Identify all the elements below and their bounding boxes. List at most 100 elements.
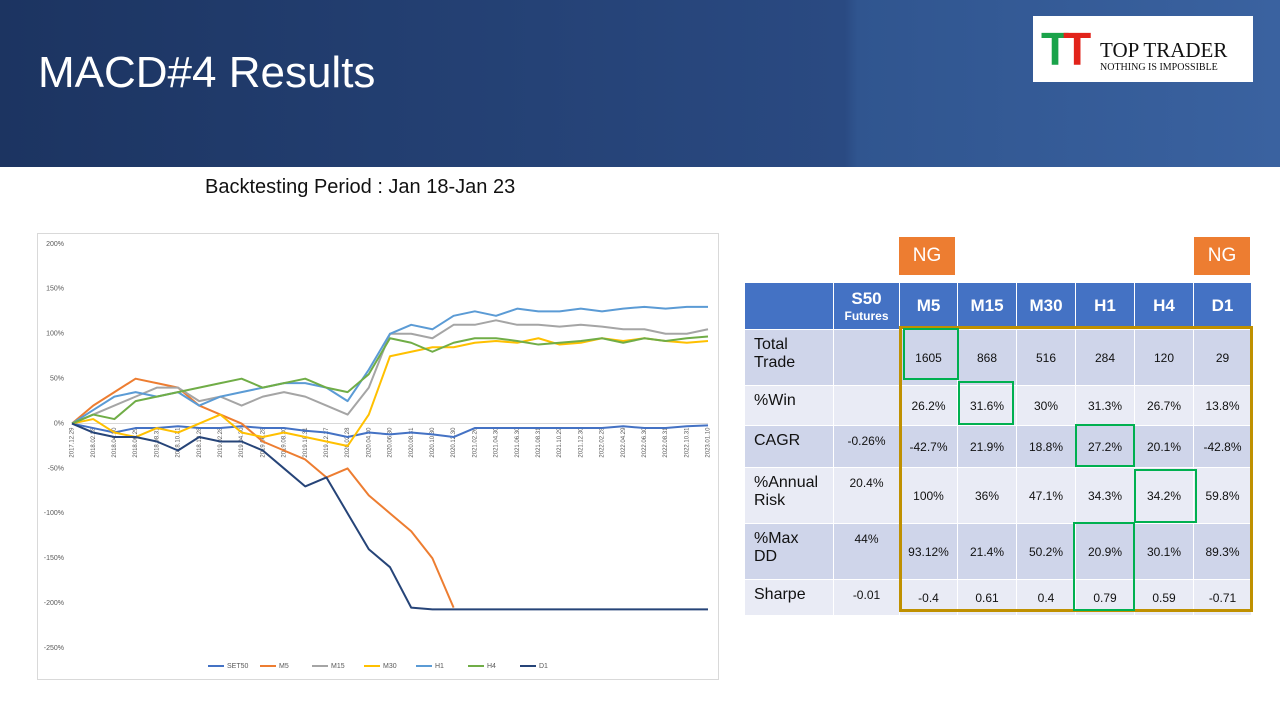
highlight-box bbox=[958, 381, 1014, 425]
row-label-text: %Annual Risk bbox=[754, 474, 819, 509]
table-row: Total Trade 1605 868 516 284 120 29 bbox=[744, 329, 1252, 386]
logo-brand: TOP TRADER bbox=[1100, 38, 1228, 62]
subtitle: Backtesting Period : Jan 18-Jan 23 bbox=[205, 176, 516, 198]
x-tick-label: 2022.10.31 bbox=[684, 427, 690, 458]
x-tick-label: 2020.04.30 bbox=[366, 427, 372, 458]
header-cell: M15 bbox=[957, 282, 1017, 330]
row-label: Total Trade bbox=[744, 329, 834, 386]
y-tick-label: 200% bbox=[46, 241, 64, 248]
table-cell bbox=[833, 385, 900, 426]
table-cell: 1605 bbox=[899, 329, 958, 386]
y-tick-label: 0% bbox=[54, 420, 64, 427]
x-tick-label: 2017.12.29 bbox=[70, 427, 76, 458]
table-cell: 516 bbox=[1016, 329, 1076, 386]
legend-label: H4 bbox=[487, 663, 496, 670]
slide-title: MACD#4 Results bbox=[38, 48, 376, 97]
legend-label: D1 bbox=[539, 663, 548, 670]
row-label: %Max DD bbox=[744, 523, 834, 580]
header-cell: M30 bbox=[1016, 282, 1076, 330]
series-line bbox=[71, 422, 709, 439]
column-name: M30 bbox=[1029, 296, 1063, 315]
table-cell: -42.8% bbox=[1193, 425, 1252, 468]
x-tick-label: 2020.02.28 bbox=[345, 427, 351, 458]
table-cell: 50.2% bbox=[1016, 523, 1076, 580]
legend-label: M15 bbox=[331, 663, 345, 670]
y-tick-label: -200% bbox=[44, 600, 64, 607]
header-cell: M5 bbox=[899, 282, 958, 330]
row-label: %Annual Risk bbox=[744, 467, 834, 524]
row-label-text: Sharpe bbox=[754, 586, 806, 603]
legend-label: SET50 bbox=[227, 663, 249, 670]
table-cell: 34.2% bbox=[1134, 467, 1194, 524]
x-tick-label: 2022.08.31 bbox=[663, 427, 669, 458]
chart-frame bbox=[37, 233, 719, 680]
badge: NG bbox=[899, 237, 955, 275]
y-tick-label: 150% bbox=[46, 286, 64, 293]
table-cell: 284 bbox=[1075, 329, 1135, 386]
column-name: M5 bbox=[916, 296, 941, 315]
badge: NG bbox=[1194, 237, 1250, 275]
table-cell: 47.1% bbox=[1016, 467, 1076, 524]
x-tick-label: 2020.08.31 bbox=[409, 427, 415, 458]
x-tick-label: 2018.12.28 bbox=[197, 427, 203, 458]
table-cell: -0.26% bbox=[833, 425, 900, 468]
legend-label: M30 bbox=[383, 663, 397, 670]
x-tick-label: 2021.04.30 bbox=[494, 427, 500, 458]
logo: TT TOP TRADER NOTHING IS IMPOSSIBLE bbox=[1033, 16, 1253, 82]
x-tick-label: 2021.08.31 bbox=[536, 427, 542, 458]
table-cell: 100% bbox=[899, 467, 958, 524]
table-cell: 44% bbox=[833, 523, 900, 580]
table-cell: 21.9% bbox=[957, 425, 1017, 468]
x-tick-label: 2021.10.29 bbox=[557, 427, 563, 458]
table-cell: -0.01 bbox=[833, 579, 900, 616]
header-cell: H4 bbox=[1134, 282, 1194, 330]
table-cell: 93.12% bbox=[899, 523, 958, 580]
table-cell: 20.1% bbox=[1134, 425, 1194, 468]
row-label: CAGR bbox=[744, 425, 834, 468]
x-tick-label: 2022.06.30 bbox=[642, 427, 648, 458]
table-cell: 27.2% bbox=[1075, 425, 1135, 468]
series-line bbox=[71, 377, 455, 608]
x-tick-label: 2022.02.28 bbox=[600, 427, 606, 458]
results-table: S50 Futures M5 M15 M30 H1 H4 D1 Total Trade 1605… bbox=[744, 282, 1252, 616]
header-cell bbox=[744, 282, 834, 330]
table-cell: 26.7% bbox=[1134, 385, 1194, 426]
table-cell: 868 bbox=[957, 329, 1017, 386]
row-label-text: %Max DD bbox=[754, 530, 799, 565]
series-line bbox=[71, 319, 709, 425]
table-cell: 18.8% bbox=[1016, 425, 1076, 468]
table-row: CAGR -0.26% -42.7% 21.9% 18.8% 27.2% 20.1% -42.… bbox=[744, 425, 1252, 468]
highlight-box bbox=[1073, 522, 1135, 611]
table-cell: 89.3% bbox=[1193, 523, 1252, 580]
column-name: D1 bbox=[1211, 296, 1234, 315]
row-label: Sharpe bbox=[744, 579, 834, 616]
x-tick-label: 2021.02.26 bbox=[472, 427, 478, 458]
column-name: S50 bbox=[851, 289, 882, 308]
header-cell: D1 bbox=[1193, 282, 1252, 330]
row-label-text: Total Trade bbox=[754, 336, 796, 371]
highlight-box bbox=[903, 328, 959, 380]
logo-tagline: NOTHING IS IMPOSSIBLE bbox=[1100, 62, 1218, 73]
x-tick-label: 2022.04.29 bbox=[621, 427, 627, 458]
series-line bbox=[71, 422, 708, 611]
y-tick-label: -150% bbox=[44, 555, 64, 562]
table-cell: 20.4% bbox=[833, 467, 900, 524]
column-name: H4 bbox=[1153, 296, 1175, 315]
x-tick-label: 2020.06.30 bbox=[388, 427, 394, 458]
legend-label: H1 bbox=[435, 663, 444, 670]
series-line bbox=[71, 305, 708, 425]
y-tick-label: 50% bbox=[50, 376, 64, 383]
row-label-text: %Win bbox=[754, 392, 796, 409]
x-tick-label: 2018.04.30 bbox=[112, 427, 118, 458]
column-name: H1 bbox=[1094, 296, 1116, 315]
table-row: %Max DD 44% 93.12% 21.4% 50.2% 20.9% 30.1% 89.3… bbox=[744, 523, 1252, 580]
x-tick-label: 2019.10.31 bbox=[303, 427, 309, 458]
x-tick-label: 2018.02.28 bbox=[91, 427, 97, 458]
row-label-text: CAGR bbox=[754, 432, 801, 449]
series-line bbox=[71, 335, 709, 425]
table-row: %Annual Risk 20.4% 100% 36% 47.1% 34.3% 34.2% 5… bbox=[744, 467, 1252, 524]
table-cell bbox=[833, 329, 900, 386]
table-cell: 36% bbox=[957, 467, 1017, 524]
